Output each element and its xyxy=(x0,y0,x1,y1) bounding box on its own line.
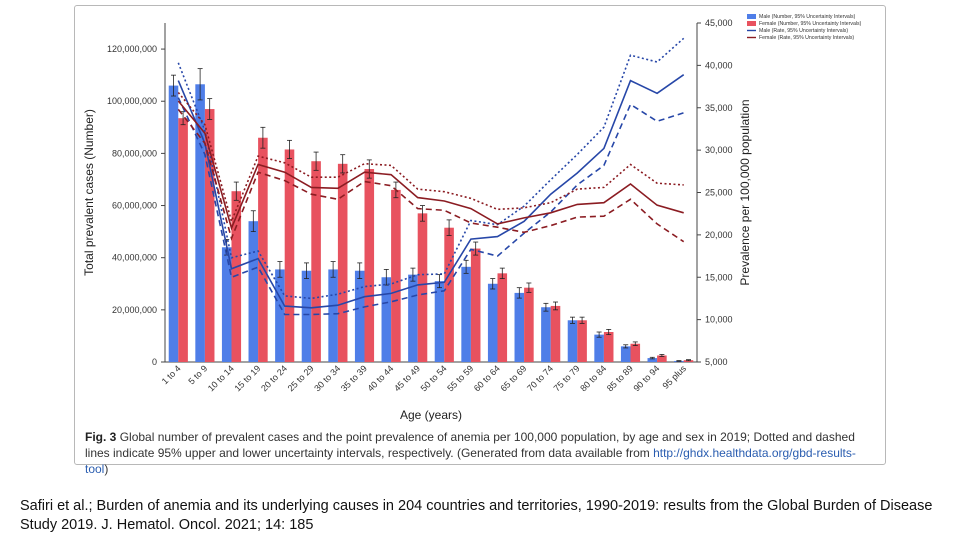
x-axis-title: Age (years) xyxy=(400,408,462,422)
bar-female xyxy=(337,163,348,362)
bar-male xyxy=(248,221,259,362)
caption-text: Global number of prevalent cases and the… xyxy=(85,430,855,460)
left-tick-label: 0 xyxy=(152,357,157,367)
x-tick-label: 70 to 74 xyxy=(525,363,555,393)
bar-female xyxy=(657,355,667,362)
legend-label: Male (Number, 95% Uncertainty Intervals) xyxy=(759,14,856,20)
bar-male xyxy=(301,270,312,362)
bar-male xyxy=(275,269,285,362)
right-axis-title: Prevalence per 100,000 population xyxy=(738,99,752,285)
x-tick-label: 60 to 64 xyxy=(472,363,502,393)
bar-male xyxy=(195,84,205,363)
legend-swatch xyxy=(747,14,756,19)
rate-line-female xyxy=(177,100,684,231)
bar-male xyxy=(221,247,232,362)
bar-female xyxy=(444,227,454,362)
bar-female xyxy=(258,137,268,362)
bar-female xyxy=(178,118,188,362)
bar-male xyxy=(461,266,471,362)
right-tick-label: 20,000 xyxy=(705,230,733,240)
citation-text: Safiri et al.; Burden of anemia and its … xyxy=(20,498,933,533)
rate-line-female-lower xyxy=(177,108,685,243)
right-tick-label: 45,000 xyxy=(705,18,733,28)
right-tick-label: 30,000 xyxy=(705,145,733,155)
right-tick-label: 5,000 xyxy=(705,357,728,367)
bar-male xyxy=(620,346,631,362)
x-tick-label: 15 to 19 xyxy=(232,363,262,393)
bar-male xyxy=(541,307,551,362)
bar-female xyxy=(470,248,481,362)
bar-female xyxy=(364,169,375,362)
x-tick-label: 55 to 59 xyxy=(445,363,475,393)
x-tick-label: 35 to 39 xyxy=(339,363,369,393)
x-tick-label: 40 to 44 xyxy=(365,363,395,393)
bar-male xyxy=(514,292,525,362)
bar-female xyxy=(497,273,508,362)
right-tick-label: 15,000 xyxy=(705,272,733,282)
right-tick-label: 35,000 xyxy=(705,103,733,113)
bar-female xyxy=(524,287,534,362)
bar-male xyxy=(594,334,604,362)
x-tick-label: 10 to 14 xyxy=(206,363,236,393)
x-tick-label: 5 to 9 xyxy=(186,363,209,386)
x-tick-label: 25 to 29 xyxy=(286,363,316,393)
legend-label: Female (Number, 95% Uncertainty Interval… xyxy=(759,21,862,27)
bar-male xyxy=(408,274,418,362)
left-tick-label: 20,000,000 xyxy=(112,305,157,315)
left-tick-label: 40,000,000 xyxy=(112,253,157,263)
bar-female xyxy=(311,161,321,362)
x-tick-label: 90 to 94 xyxy=(631,363,661,393)
bar-male xyxy=(381,277,392,362)
bar-female xyxy=(231,191,242,362)
bar-male xyxy=(328,269,338,362)
x-tick-label: 85 to 89 xyxy=(605,363,635,393)
x-tick-label: 80 to 84 xyxy=(578,363,608,393)
rate-line-male-lower xyxy=(177,97,684,316)
left-tick-label: 100,000,000 xyxy=(107,96,157,106)
x-tick-label: 20 to 24 xyxy=(259,363,289,393)
bar-male xyxy=(168,85,179,362)
left-tick-label: 60,000,000 xyxy=(112,201,157,211)
bar-male xyxy=(434,281,445,362)
figure-caption: Fig. 3 Global number of prevalent cases … xyxy=(85,429,875,477)
bar-male xyxy=(487,283,498,362)
bar-female xyxy=(577,320,587,362)
rate-line-female-upper xyxy=(177,91,684,224)
bar-female xyxy=(204,109,215,362)
legend-label: Female (Rate, 95% Uncertainty Intervals) xyxy=(759,35,854,41)
caption-link[interactable]: http://ghdx.healthdata.org/gbd-results-t… xyxy=(85,446,856,476)
bar-male xyxy=(354,270,365,362)
bar-male xyxy=(647,358,658,362)
legend-swatch xyxy=(747,21,756,26)
bar-female xyxy=(284,149,295,362)
x-tick-label: 45 to 49 xyxy=(392,363,422,393)
right-tick-label: 40,000 xyxy=(705,60,733,70)
x-tick-label: 95 plus xyxy=(661,363,689,391)
anemia-chart: 0 20,000,000 40,000,000 60,000,000 80,000,00… xyxy=(82,14,862,422)
x-tick-label: 30 to 34 xyxy=(312,363,342,393)
x-tick-label: 50 to 54 xyxy=(419,363,449,393)
x-tick-label: 65 to 69 xyxy=(498,363,528,393)
figure-panel: 0 20,000,000 40,000,000 60,000,000 80,000,00… xyxy=(74,5,886,476)
bar-female xyxy=(550,305,561,362)
left-tick-label: 120,000,000 xyxy=(107,44,157,54)
right-tick-label: 10,000 xyxy=(705,315,733,325)
caption-label: Fig. 3 xyxy=(85,430,117,444)
left-axis-title: Total prevalent cases (Number) xyxy=(82,109,96,276)
bar-female xyxy=(391,189,401,362)
x-tick-label: 1 to 4 xyxy=(160,363,183,386)
rate-line-male xyxy=(177,74,685,309)
left-tick-label: 80,000,000 xyxy=(112,148,157,158)
bar-male xyxy=(567,320,578,362)
bar-female xyxy=(603,332,614,362)
rate-line-male-upper xyxy=(177,37,685,300)
caption-end: ) xyxy=(104,462,109,476)
bar-female xyxy=(630,343,641,362)
bar-female xyxy=(417,213,428,362)
right-tick-label: 25,000 xyxy=(705,188,733,198)
legend-label: Male (Rate, 95% Uncertainty Intervals) xyxy=(759,28,848,34)
x-tick-label: 75 to 79 xyxy=(552,363,582,393)
